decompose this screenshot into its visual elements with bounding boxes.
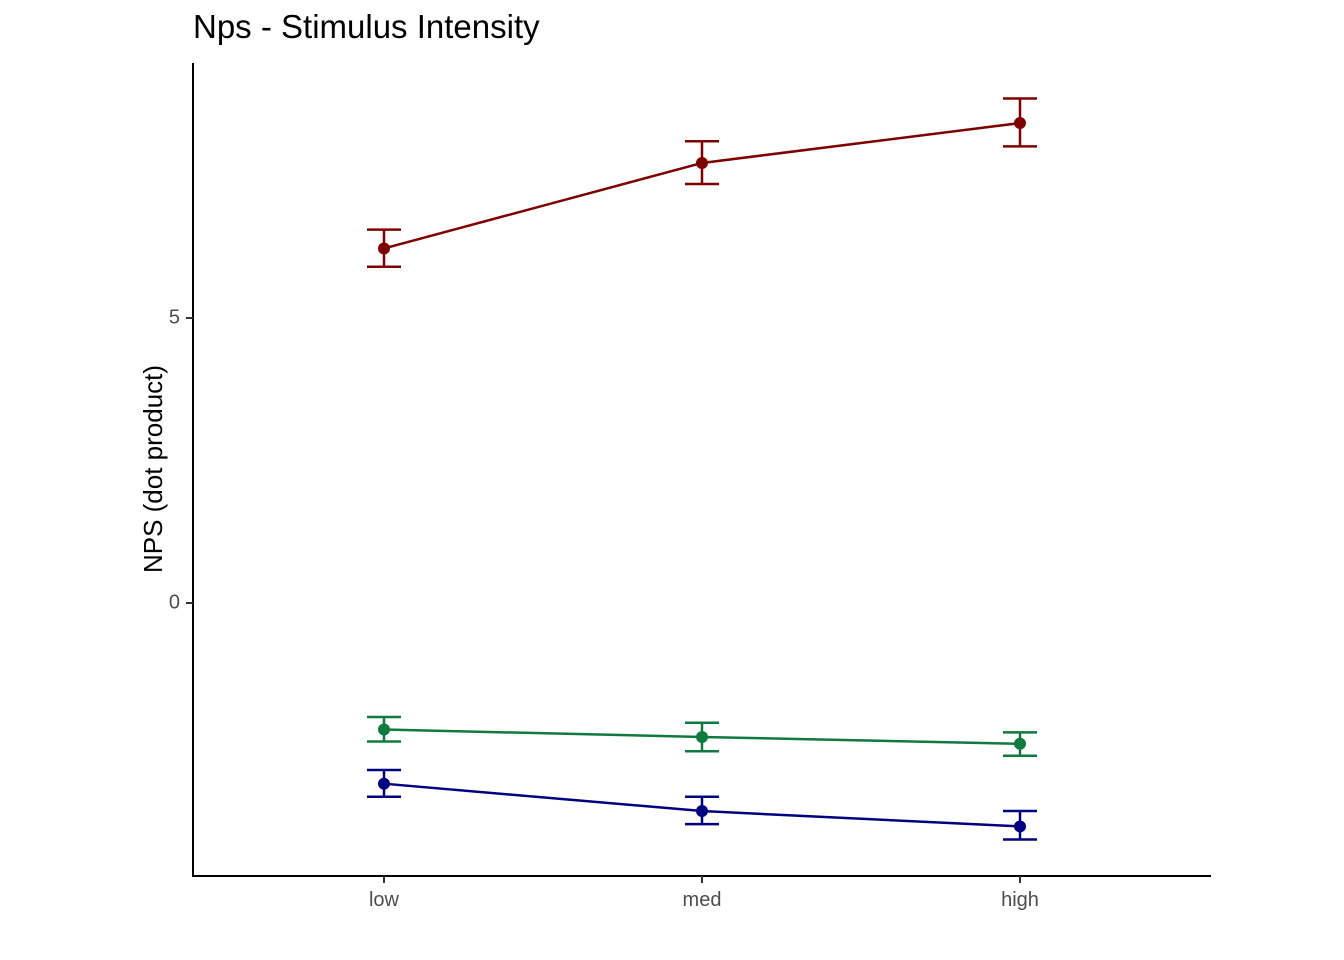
y-tick-label: 0	[169, 591, 180, 613]
data-point	[378, 777, 390, 790]
x-tick-label: med	[683, 889, 722, 911]
y-tick-label: 5	[169, 306, 180, 328]
series-1	[367, 97, 1037, 268]
x-tick-label: high	[1001, 889, 1039, 911]
series-2	[367, 715, 1037, 758]
data-point	[696, 805, 708, 818]
y-axis-title: NPS (dot product)	[138, 365, 168, 573]
data-point	[378, 242, 390, 255]
data-point	[1014, 820, 1026, 833]
series-3	[367, 768, 1037, 841]
series-layer	[367, 97, 1037, 841]
x-tick-label: low	[369, 889, 400, 911]
data-point	[1014, 737, 1026, 750]
ticks: 0 5 low med high	[169, 306, 1039, 911]
data-point	[1014, 117, 1026, 130]
data-point	[378, 723, 390, 736]
data-point	[696, 156, 708, 169]
data-point	[696, 730, 708, 743]
chart-title: Nps - Stimulus Intensity	[193, 8, 540, 45]
